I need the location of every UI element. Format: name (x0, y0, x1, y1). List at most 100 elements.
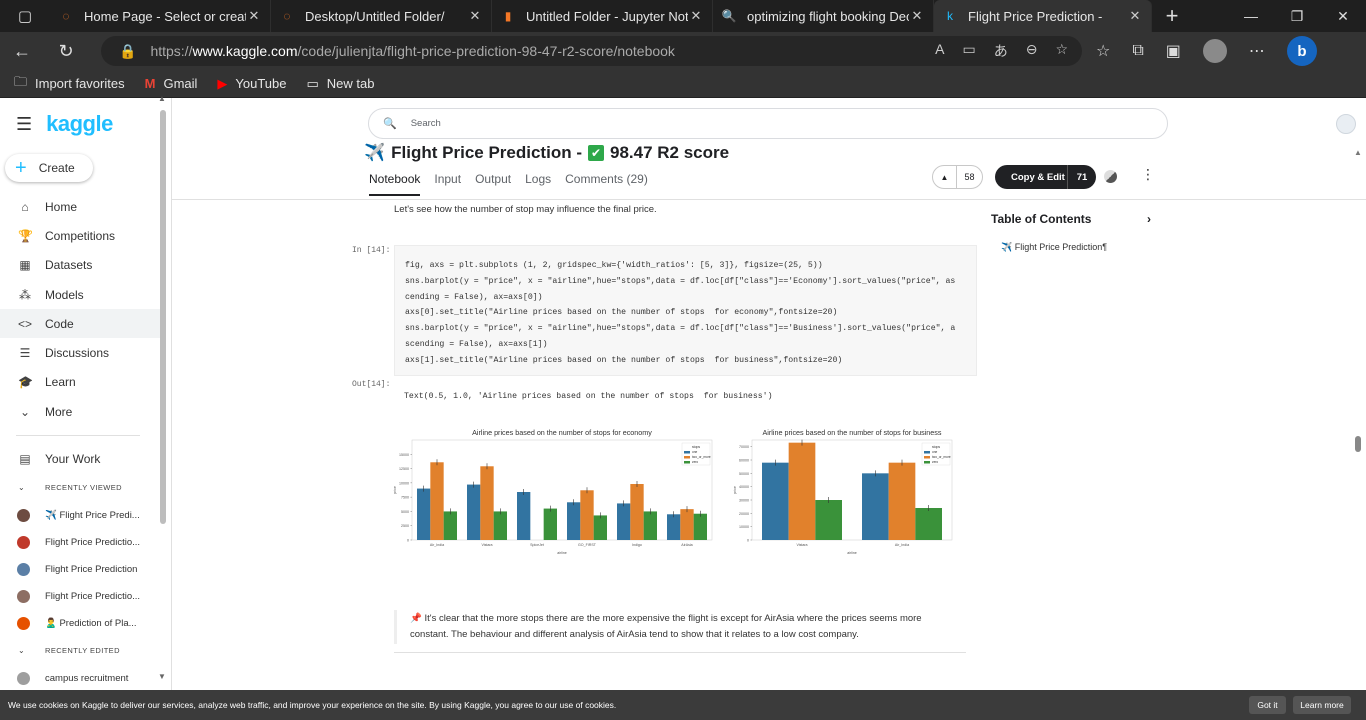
sidebar-item-datasets[interactable]: ▦ Datasets (19, 258, 93, 273)
y-tick-label: 70000 (739, 445, 749, 449)
user-avatar[interactable] (1336, 114, 1356, 134)
browser-tab[interactable]: ◌ Desktop/Untitled Folder/✕ (271, 0, 492, 32)
close-tab-icon[interactable]: ✕ (690, 8, 702, 23)
browser-tab[interactable]: k Flight Price Prediction - ✕ (934, 0, 1152, 32)
page-scrollbar[interactable]: ▲ (1352, 148, 1364, 690)
upvote-button[interactable]: ▲ 58 (932, 165, 983, 189)
tab-output[interactable]: Output (475, 172, 512, 186)
notebook-title: ✈️ Flight Price Prediction - ✔ 98.47 R2 … (364, 143, 730, 162)
bookmark-new-tab[interactable]: ▭ New tab (306, 75, 375, 92)
sidebar-item-home[interactable]: ⌂ Home (0, 192, 160, 221)
more-options-icon[interactable]: ⋮ (1141, 166, 1155, 182)
browser-tab[interactable]: ◌ Home Page - Select or create ✕ (50, 0, 271, 32)
tab-comments[interactable]: Comments (29) (565, 172, 648, 186)
sidebar-item-your-work[interactable]: ▤ Your Work (19, 452, 101, 467)
code-cell[interactable]: fig, axs = plt.subplots (1, 2, gridspec_… (394, 245, 977, 376)
chart-title: Airline prices based on the number of st… (763, 428, 942, 437)
theme-toggle-icon[interactable] (1104, 170, 1117, 183)
bar (762, 462, 789, 540)
scroll-up-icon[interactable]: ▲ (1354, 148, 1362, 157)
table-of-contents: Table of Contents › ✈️ Flight Price Predi… (991, 212, 1151, 253)
avatar (17, 508, 30, 522)
close-tab-icon[interactable]: ✕ (1129, 8, 1141, 23)
tab-notebook[interactable]: Notebook (369, 172, 421, 196)
browser-tab[interactable]: ▮ Untitled Folder - Jupyter Note ✕ (492, 0, 713, 32)
bar (693, 513, 707, 540)
legend-swatch (684, 461, 690, 464)
sidebar-item-code[interactable]: <> Code (0, 309, 164, 339)
bing-icon[interactable]: b (1286, 36, 1317, 66)
collections-icon[interactable]: ⧉ (1132, 42, 1144, 59)
search-icon: 🔍 (721, 9, 737, 23)
y-axis-label: price (733, 486, 737, 494)
recent-edited-item[interactable]: campus recruitment (0, 665, 160, 692)
browser-tab[interactable]: 🔍 optimizing flight booking Dec ✕ (713, 0, 934, 32)
recent-item[interactable]: Flight Price Prediction (0, 556, 160, 583)
page-scroll-thumb[interactable] (1355, 436, 1361, 452)
sidebar-item-learn[interactable]: 🎓 Learn (18, 375, 76, 390)
close-tab-icon[interactable]: ✕ (469, 8, 481, 23)
add-favorite-icon[interactable]: ☆ (1055, 41, 1068, 57)
tab-actions-icon[interactable]: ▢ (17, 8, 33, 25)
close-window-icon[interactable]: ✕ (1337, 7, 1349, 24)
back-icon[interactable]: ← (13, 40, 31, 61)
kaggle-logo[interactable]: kaggle (46, 111, 113, 136)
tab-input[interactable]: Input (434, 172, 462, 186)
bookmark-import-favorites[interactable]: 🗀 Import favorites (14, 73, 125, 95)
bookmark-youtube[interactable]: ▶ YouTube (217, 75, 287, 92)
toc-item[interactable]: ✈️ Flight Price Prediction¶ (1001, 242, 1108, 252)
tab-logs[interactable]: Logs (525, 172, 552, 186)
y-tick-label: 12500 (399, 467, 409, 471)
close-tab-icon[interactable]: ✕ (248, 8, 260, 23)
new-tab-button[interactable]: + (1165, 3, 1179, 28)
split-screen-icon[interactable]: ▣ (1165, 43, 1181, 60)
recently-edited-header[interactable]: ⌄ RECENTLY EDITED (18, 646, 120, 656)
sidebar-item-models[interactable]: ⁂ Models (19, 287, 84, 302)
search-input[interactable]: 🔍 Search (368, 108, 1168, 139)
translate-icon[interactable]: あ (993, 43, 1008, 59)
recent-item[interactable]: Flight Price Predictio... (0, 529, 160, 556)
legend-swatch (924, 456, 930, 459)
legend-label: two_or_more (932, 455, 951, 459)
restore-icon[interactable]: ❐ (1290, 7, 1304, 24)
recent-item[interactable]: Flight Price Predictio... (0, 583, 160, 610)
sidebar-scrollbar[interactable]: ▲ ▼ (158, 94, 168, 681)
zoom-icon[interactable]: ⊖ (1025, 41, 1038, 57)
close-tab-icon[interactable]: ✕ (911, 8, 923, 23)
minimize-icon[interactable]: — (1244, 8, 1258, 24)
more-icon[interactable]: ⋯ (1248, 43, 1265, 60)
legend-title: stops (932, 445, 940, 449)
bookmark-gmail[interactable]: M Gmail (144, 76, 198, 91)
refresh-icon[interactable]: ↻ (58, 40, 74, 61)
sidebar-item-discussions[interactable]: ☰ Discussions (19, 346, 110, 361)
read-aloud-icon[interactable]: A (935, 41, 945, 57)
create-button[interactable]: + Create (5, 154, 93, 182)
got-it-button[interactable]: Got it (1249, 696, 1286, 714)
profile-avatar[interactable] (1202, 39, 1227, 63)
recently-viewed-header[interactable]: ⌄ RECENTLY VIEWED (18, 483, 122, 493)
bar (888, 462, 916, 540)
x-tick-label: Vistara (481, 543, 492, 547)
scroll-up-icon[interactable]: ▲ (158, 94, 166, 103)
menu-icon[interactable]: ☰ (16, 113, 33, 134)
bar (580, 490, 594, 540)
sidebar-scroll-thumb[interactable] (160, 110, 166, 524)
business-chart-svg: Airline prices based on the number of st… (733, 428, 953, 555)
immersive-reader-icon[interactable]: ▭ (962, 41, 976, 57)
sidebar-item-competitions[interactable]: 🏆 Competitions (18, 228, 116, 243)
chevron-right-icon[interactable]: › (1147, 212, 1151, 226)
favorites-icon[interactable]: ☆ (1096, 43, 1111, 60)
learn-more-button[interactable]: Learn more (1293, 696, 1351, 714)
recent-item[interactable]: ✈️ Flight Price Predi... (0, 502, 160, 529)
sidebar-item-more[interactable]: ⌄ More (19, 404, 73, 419)
cell-divider (394, 652, 966, 653)
scroll-down-icon[interactable]: ▼ (158, 672, 166, 681)
legend-swatch (684, 451, 690, 454)
avatar (17, 671, 30, 685)
recent-item[interactable]: 🙎‍♂️ Prediction of Pla... (0, 610, 160, 637)
copy-edit-button[interactable]: Copy & Edit 71 (995, 165, 1096, 189)
upvote-icon[interactable]: ▲ (933, 166, 957, 188)
legend-title: stops (692, 445, 700, 449)
avatar (17, 562, 30, 576)
address-bar[interactable]: 🔒 https://www.kaggle.com/code/julienjta/… (101, 36, 1082, 66)
